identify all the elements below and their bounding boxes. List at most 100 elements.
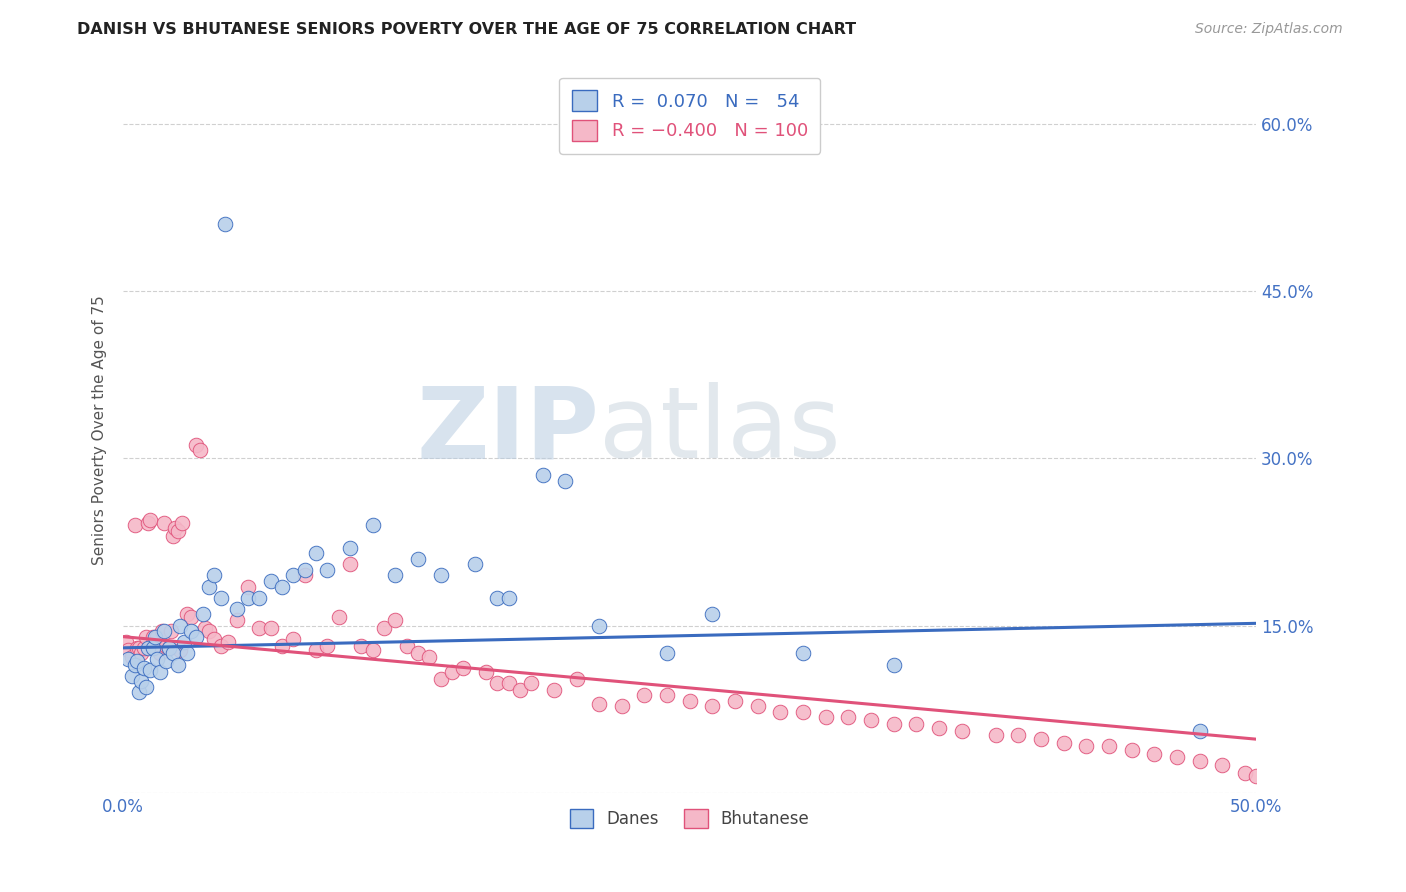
Point [339,541,361,555]
Point [373,621,395,635]
Point [316,639,339,653]
Point [565,672,588,686]
Point [247,591,270,605]
Point [531,468,554,483]
Point [162,647,184,661]
Point [1188,755,1211,769]
Point [328,609,350,624]
Point [271,639,294,653]
Point [429,568,451,582]
Point [135,680,157,694]
Point [837,710,859,724]
Point [294,568,316,582]
Y-axis label: Seniors Poverty Over the Age of 75: Seniors Poverty Over the Age of 75 [93,296,107,566]
Point [655,688,678,702]
Text: atlas: atlas [599,382,841,479]
Point [153,516,176,530]
Point [225,613,247,627]
Point [142,630,165,644]
Point [143,630,166,644]
Point [117,652,139,666]
Point [157,640,180,655]
Point [486,676,509,690]
Point [259,621,281,635]
Point [121,649,143,664]
Point [883,716,905,731]
Point [747,698,769,713]
Point [440,665,463,680]
Point [509,683,531,698]
Point [236,591,259,605]
Point [1121,743,1143,757]
Point [131,647,153,661]
Point [198,580,221,594]
Point [1188,724,1211,739]
Point [520,676,543,690]
Point [194,621,217,635]
Point [155,639,177,653]
Point [950,724,973,739]
Point [305,546,328,560]
Point [543,683,565,698]
Point [1233,765,1256,780]
Point [451,661,474,675]
Point [165,520,187,534]
Point [1211,757,1233,772]
Point [498,591,520,605]
Point [316,563,339,577]
Point [124,657,146,672]
Text: Source: ZipAtlas.com: Source: ZipAtlas.com [1195,22,1343,37]
Point [984,728,1007,742]
Point [418,649,440,664]
Point [905,716,928,731]
Point [153,624,176,639]
Point [588,618,610,632]
Point [429,672,451,686]
Point [214,218,236,232]
Point [136,516,159,530]
Point [486,591,509,605]
Point [1143,747,1166,761]
Point [209,591,232,605]
Point [1029,732,1052,747]
Point [148,665,170,680]
Point [361,643,384,657]
Point [350,639,373,653]
Point [384,568,406,582]
Point [395,639,418,653]
Point [131,674,153,689]
Point [464,558,486,572]
Point [1257,772,1279,787]
Point [128,685,150,699]
Point [146,652,169,666]
Point [150,624,173,639]
Point [125,640,148,655]
Point [1007,728,1029,742]
Point [1076,739,1098,753]
Point [1268,774,1291,789]
Point [148,647,170,661]
Point [173,635,195,649]
Point [132,640,155,655]
Point [271,580,294,594]
Point [180,609,202,624]
Point [860,713,883,727]
Point [143,640,166,655]
Point [384,613,406,627]
Point [1053,735,1076,749]
Point [162,529,184,543]
Point [169,643,191,657]
Point [180,624,202,639]
Point [198,624,221,639]
Point [769,706,792,720]
Point [139,663,162,677]
Point [1291,777,1313,791]
Text: DANISH VS BHUTANESE SENIORS POVERTY OVER THE AGE OF 75 CORRELATION CHART: DANISH VS BHUTANESE SENIORS POVERTY OVER… [77,22,856,37]
Point [1313,780,1336,794]
Point [1246,769,1268,783]
Point [176,607,198,622]
Point [146,630,169,644]
Point [655,647,678,661]
Point [633,688,655,702]
Point [792,706,814,720]
